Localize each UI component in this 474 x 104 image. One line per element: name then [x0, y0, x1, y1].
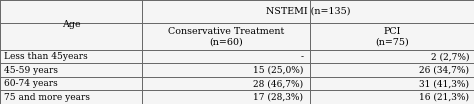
- Text: PCI
(n=75): PCI (n=75): [375, 27, 409, 46]
- Text: Less than 45years: Less than 45years: [4, 52, 88, 61]
- Text: 17 (28,3%): 17 (28,3%): [254, 93, 303, 102]
- Bar: [142, 90, 310, 104]
- Bar: [0, 63, 142, 77]
- Text: 15 (25,0%): 15 (25,0%): [253, 66, 303, 75]
- Bar: [310, 23, 474, 50]
- Bar: [142, 77, 310, 90]
- Text: Age: Age: [62, 20, 81, 29]
- Bar: [0, 90, 142, 104]
- Bar: [142, 0, 474, 23]
- Bar: [0, 50, 142, 63]
- Bar: [142, 50, 310, 63]
- Bar: [310, 90, 474, 104]
- Bar: [310, 77, 474, 90]
- Text: 45-59 years: 45-59 years: [4, 66, 58, 75]
- Bar: [142, 63, 310, 77]
- Text: 75 and more years: 75 and more years: [4, 93, 90, 102]
- Text: 26 (34,7%): 26 (34,7%): [419, 66, 469, 75]
- Text: -: -: [301, 52, 303, 61]
- Bar: [0, 77, 142, 90]
- Bar: [142, 23, 310, 50]
- Text: 31 (41,3%): 31 (41,3%): [419, 79, 469, 88]
- Text: Conservative Treatment
(n=60): Conservative Treatment (n=60): [168, 27, 284, 46]
- Text: 28 (46,7%): 28 (46,7%): [253, 79, 303, 88]
- Bar: [0, 0, 142, 50]
- Bar: [310, 50, 474, 63]
- Text: 2 (2,7%): 2 (2,7%): [431, 52, 469, 61]
- Text: 16 (21,3%): 16 (21,3%): [419, 93, 469, 102]
- Bar: [310, 63, 474, 77]
- Text: NSTEMI (n=135): NSTEMI (n=135): [266, 7, 350, 16]
- Text: 60-74 years: 60-74 years: [4, 79, 57, 88]
